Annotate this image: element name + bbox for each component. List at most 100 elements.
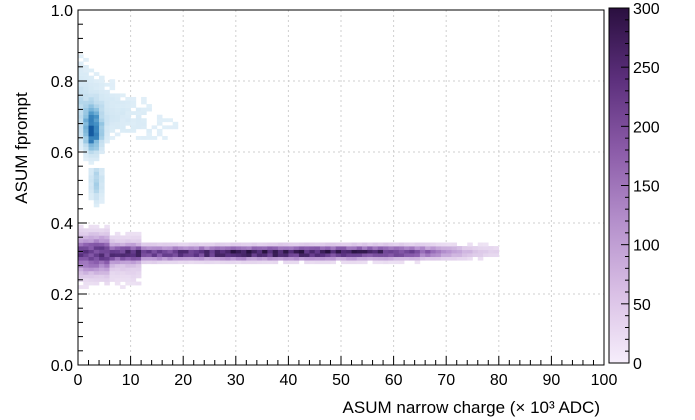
heatmap-cell — [125, 278, 131, 282]
heatmap-cell — [99, 132, 105, 137]
heatmap-cell — [483, 246, 489, 250]
heatmap-cell — [188, 253, 195, 258]
heatmap-cell — [483, 253, 489, 258]
heatmap-cell — [120, 104, 126, 108]
heatmap-cell — [425, 256, 431, 261]
heatmap-cell — [488, 249, 494, 254]
heatmap-cell — [167, 249, 173, 254]
heatmap-cell — [130, 104, 137, 108]
heatmap-cell — [262, 256, 268, 261]
heatmap-cell — [272, 253, 279, 258]
heatmap-cell — [93, 278, 100, 282]
heatmap-cell — [99, 192, 105, 197]
heatmap-cell — [388, 249, 394, 254]
heatmap-cell — [114, 270, 121, 275]
heatmap-cell — [135, 231, 142, 236]
heatmap-cell — [130, 267, 137, 272]
heatmap-cell — [120, 285, 126, 289]
heatmap-cell — [83, 136, 89, 140]
heatmap-cell — [88, 260, 95, 265]
heatmap-cell — [104, 100, 110, 105]
heatmap-cell — [125, 253, 131, 258]
heatmap-cell — [83, 68, 89, 73]
heatmap-cell — [193, 260, 200, 265]
heatmap-cell — [362, 260, 368, 265]
heatmap-cell — [120, 278, 126, 282]
heatmap-cell — [225, 260, 231, 265]
heatmap-cell — [93, 79, 100, 84]
heatmap-cell — [93, 246, 100, 250]
heatmap-cell — [141, 125, 147, 130]
heatmap-cell — [262, 242, 268, 247]
heatmap-cell — [383, 253, 389, 258]
heatmap-cell — [319, 253, 326, 258]
heatmap-cell — [120, 111, 126, 116]
heatmap-cell — [367, 256, 373, 261]
heatmap-cell — [461, 253, 468, 258]
heatmap-cell — [114, 118, 121, 123]
heatmap-cell — [109, 118, 116, 123]
heatmap-cell — [120, 128, 126, 133]
heatmap-cell — [477, 249, 484, 254]
heatmap-cell — [298, 256, 305, 261]
heatmap-cell — [83, 114, 89, 119]
heatmap-cell — [341, 253, 347, 258]
y-tick-label: 0.2 — [51, 287, 73, 304]
heatmap-cell — [78, 228, 84, 233]
heatmap-cell — [430, 246, 436, 250]
heatmap-cell — [78, 270, 84, 275]
heatmap-cell — [141, 111, 147, 116]
heatmap-cell — [288, 260, 294, 265]
heatmap-cell — [367, 253, 373, 258]
heatmap-cell — [314, 242, 321, 247]
heatmap-cell — [393, 260, 400, 265]
heatmap-cell — [109, 253, 116, 258]
heatmap-cell — [388, 242, 394, 247]
heatmap-cell — [156, 121, 163, 126]
heatmap-cell — [372, 246, 379, 250]
heatmap-cell — [225, 246, 231, 250]
heatmap-cell — [78, 100, 84, 105]
heatmap-cell — [93, 224, 100, 229]
heatmap-cell — [93, 178, 100, 183]
heatmap-cell — [99, 167, 105, 172]
heatmap-cell — [78, 54, 84, 59]
heatmap-cell — [99, 100, 105, 105]
heatmap-cell — [177, 246, 184, 250]
heatmap-cell — [277, 249, 284, 254]
heatmap-cell — [130, 253, 137, 258]
heatmap-cell — [414, 253, 421, 258]
heatmap-cell — [146, 132, 152, 137]
heatmap-cell — [262, 253, 268, 258]
heatmap-cell — [114, 253, 121, 258]
heatmap-cell — [104, 231, 110, 236]
heatmap-cell — [120, 100, 126, 105]
heatmap-cell — [330, 256, 337, 261]
heatmap-cell — [383, 256, 389, 261]
heatmap-cell — [162, 260, 168, 265]
heatmap-cell — [99, 189, 105, 194]
heatmap-cell — [409, 242, 415, 247]
heatmap-cell — [177, 253, 184, 258]
heatmap-cell — [78, 256, 84, 261]
heatmap-cell — [435, 256, 442, 261]
heatmap-cell — [99, 75, 105, 80]
heatmap-cell — [88, 270, 95, 275]
heatmap-cell — [220, 246, 226, 250]
heatmap-cell — [330, 253, 337, 258]
heatmap-cell — [93, 143, 100, 147]
heatmap-cell — [83, 256, 89, 261]
heatmap-cell — [272, 256, 279, 261]
heatmap-cell — [109, 128, 116, 133]
heatmap-cell — [493, 253, 500, 258]
heatmap-cell — [383, 260, 389, 265]
heatmap-cell — [398, 242, 405, 247]
heatmap-cell — [151, 256, 158, 261]
heatmap-cell — [146, 107, 152, 112]
heatmap-cell — [78, 82, 84, 87]
heatmap-cell — [78, 68, 84, 73]
heatmap-cell — [88, 263, 95, 268]
heatmap-cell — [356, 242, 363, 247]
heatmap-cell — [162, 125, 168, 130]
heatmap-cell — [104, 253, 110, 258]
